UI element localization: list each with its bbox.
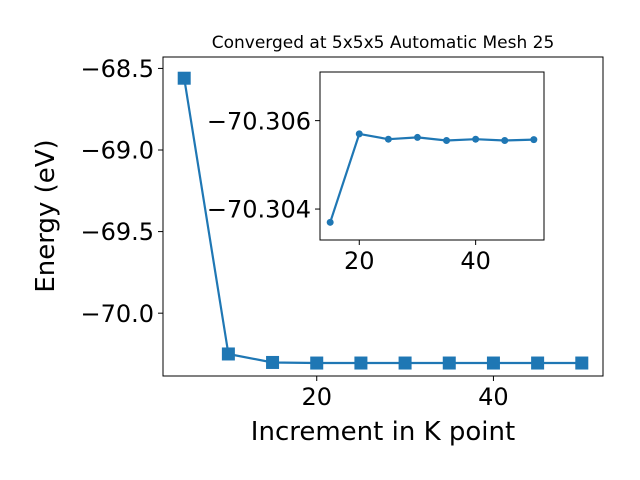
inset-plot-frame	[319, 71, 545, 241]
y-axis-label: Energy (eV)	[31, 139, 61, 292]
inset-x-tick-label: 40	[460, 247, 491, 275]
inset-ticks: 20 40 −70.306 −70.304	[207, 107, 491, 275]
inset-x-tick-label: 20	[344, 247, 375, 275]
inset-data-point	[501, 137, 509, 145]
main-data-point	[266, 355, 280, 369]
inset-data-point	[530, 136, 538, 144]
main-y-tick-label: −69.0	[80, 137, 154, 165]
main-y-tick-label: −70.0	[80, 300, 154, 328]
main-x-tick-label: 40	[478, 383, 509, 411]
chart-title: Converged at 5x5x5 Automatic Mesh 25	[212, 33, 555, 53]
inset-data-point	[326, 218, 334, 226]
main-data-point	[486, 356, 500, 370]
inset-data-point	[413, 133, 421, 141]
inset-series	[326, 130, 538, 226]
main-series	[177, 71, 589, 370]
inset-series-line	[329, 132, 534, 223]
main-plot-frame	[162, 56, 604, 377]
main-data-point	[531, 356, 545, 370]
main-series-line	[183, 78, 582, 365]
inset-background	[320, 72, 544, 240]
main-ticks: 20 40 −68.5 −69.0 −69.5 −70.0	[80, 55, 508, 411]
inset-data-point	[355, 130, 363, 138]
main-data-point	[310, 356, 324, 370]
inset-data-point	[472, 135, 480, 143]
main-y-tick-label: −69.5	[80, 218, 154, 246]
main-data-point	[221, 347, 235, 361]
main-data-point	[398, 356, 412, 370]
main-data-point	[442, 356, 456, 370]
inset-y-tick-label: −70.304	[207, 196, 311, 224]
main-data-point	[575, 356, 589, 370]
main-x-tick-label: 20	[301, 383, 332, 411]
main-data-point	[177, 71, 191, 85]
x-axis-label: Increment in K point	[251, 417, 515, 447]
inset-data-point	[443, 137, 451, 145]
main-y-tick-label: −68.5	[80, 55, 154, 83]
main-data-point	[354, 356, 368, 370]
inset-y-tick-label: −70.306	[207, 107, 311, 135]
inset-data-point	[384, 135, 392, 143]
